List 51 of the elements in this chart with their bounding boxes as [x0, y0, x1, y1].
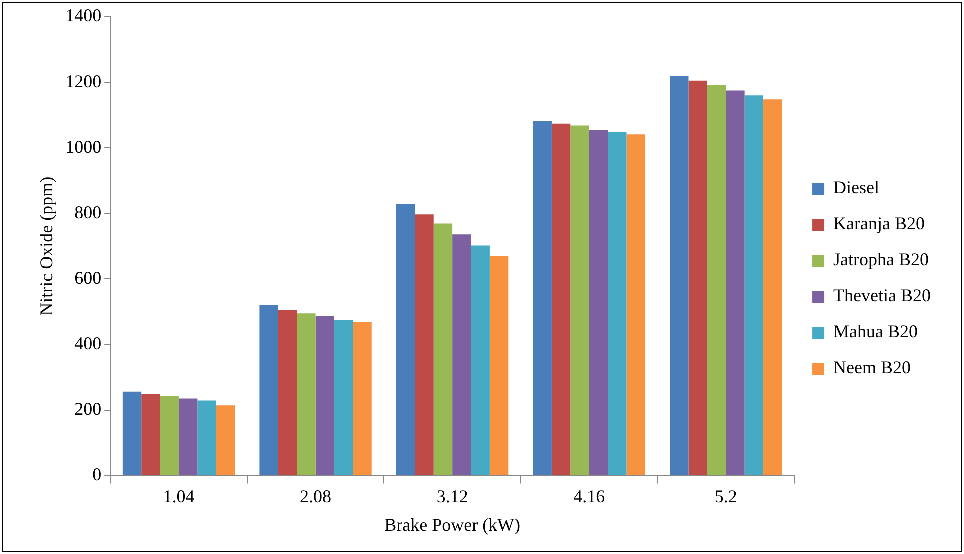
- bar: [142, 394, 160, 476]
- x-tick-label: 2.08: [300, 486, 332, 506]
- bar: [552, 124, 571, 476]
- bar: [490, 256, 509, 476]
- y-tick-label: 200: [74, 398, 102, 419]
- y-axis-title: Nitric Oxide (ppm): [36, 176, 57, 316]
- x-tick-label: 3.12: [436, 486, 468, 506]
- y-tick-label: 1200: [66, 71, 102, 92]
- bar: [589, 130, 608, 476]
- bar: [316, 316, 334, 476]
- legend-label: Thevetia B20: [834, 286, 932, 306]
- bar: [260, 305, 278, 476]
- bar: [178, 398, 198, 476]
- bar: [297, 314, 316, 476]
- bar: [434, 224, 453, 476]
- bar: [160, 396, 179, 476]
- legend-label: Jatropha B20: [834, 250, 930, 270]
- bar: [353, 322, 372, 476]
- bar: [707, 85, 726, 476]
- bar: [122, 392, 142, 476]
- legend-label: Mahua B20: [834, 322, 918, 342]
- legend-label: Neem B20: [834, 358, 912, 378]
- y-tick-label: 1000: [66, 136, 102, 157]
- y-tick-label: 400: [74, 333, 102, 354]
- bar: [452, 234, 472, 476]
- bar: [396, 204, 416, 476]
- bar: [764, 100, 782, 476]
- legend-label: Karanja B20: [834, 214, 925, 234]
- x-axis-title: Brake Power (kW): [384, 514, 521, 535]
- y-tick-label: 600: [74, 268, 102, 288]
- y-tick-label: 800: [74, 202, 102, 222]
- bar: [744, 96, 764, 476]
- bar: [216, 406, 236, 476]
- legend-label: Diesel: [834, 178, 880, 198]
- y-tick-label: 1400: [66, 6, 102, 26]
- bar: [570, 126, 590, 476]
- bar: [726, 90, 745, 476]
- bar: [334, 320, 354, 476]
- x-tick-label: 5.2: [714, 486, 738, 506]
- bar: [278, 310, 298, 476]
- bar: [608, 132, 627, 476]
- bar: [415, 214, 434, 476]
- x-tick-label: 1.04: [163, 486, 195, 506]
- bar: [198, 400, 216, 476]
- bar: [533, 121, 552, 476]
- y-tick-label: 0: [92, 464, 102, 485]
- bar: [471, 246, 490, 476]
- bar: [688, 80, 708, 476]
- bar: [626, 134, 646, 476]
- x-tick-label: 4.16: [574, 486, 606, 506]
- bar: [670, 76, 689, 476]
